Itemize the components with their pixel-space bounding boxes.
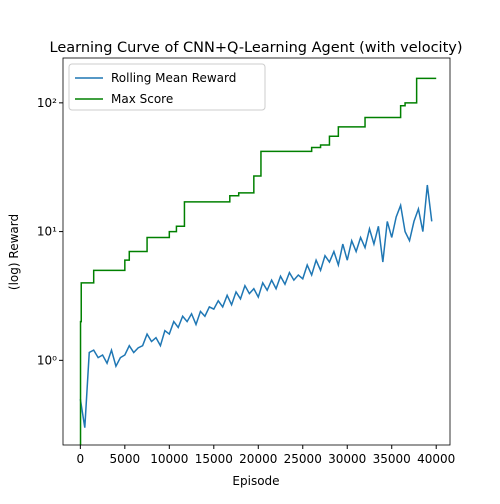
y-axis-label: (log) Reward bbox=[7, 214, 21, 290]
data-line bbox=[79, 77, 437, 445]
x-tick-label: 25000 bbox=[284, 452, 322, 466]
y-tick-label: 10² bbox=[37, 96, 57, 110]
plot-frame bbox=[62, 57, 451, 446]
chart-title: Learning Curve of CNN+Q-Learning Agent (… bbox=[50, 40, 463, 56]
x-tick-label: 30000 bbox=[328, 452, 366, 466]
data-line bbox=[79, 184, 433, 428]
legend-label: Rolling Mean Reward bbox=[111, 71, 236, 85]
x-tick-label: 15000 bbox=[195, 452, 233, 466]
x-axis-label: Episode bbox=[232, 474, 279, 488]
y-tick-label: 10⁰ bbox=[37, 353, 57, 367]
x-tick-label: 40000 bbox=[417, 452, 455, 466]
x-tick-label: 35000 bbox=[373, 452, 411, 466]
y-tick-label: 10¹ bbox=[37, 225, 57, 239]
legend-label: Max Score bbox=[111, 92, 173, 106]
x-tick-label: 0 bbox=[77, 452, 85, 466]
legend-box bbox=[68, 63, 266, 111]
x-tick-label: 10000 bbox=[150, 452, 188, 466]
x-tick-label: 5000 bbox=[110, 452, 141, 466]
x-tick-label: 20000 bbox=[239, 452, 277, 466]
